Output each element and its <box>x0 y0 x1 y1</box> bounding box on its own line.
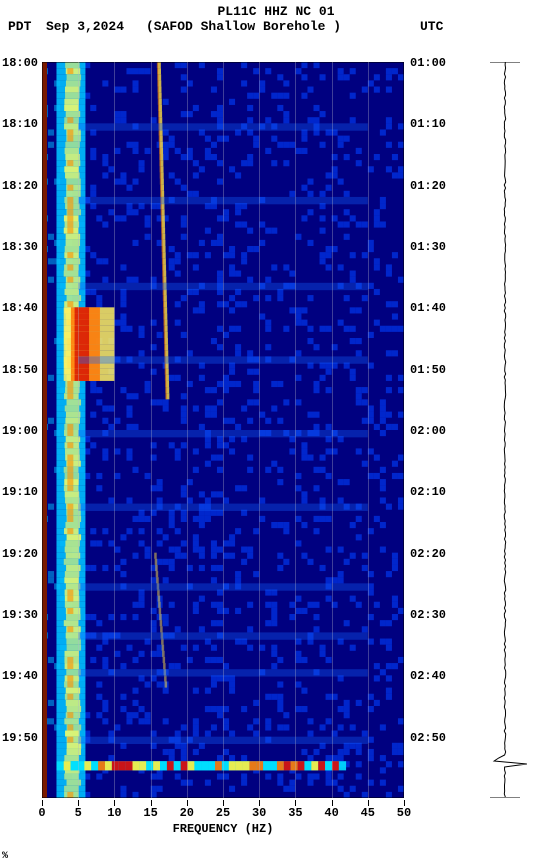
y-tick-right: 01:40 <box>410 301 446 315</box>
y-tick-left: 19:10 <box>2 485 38 499</box>
y-tick-right: 01:30 <box>410 240 446 254</box>
y-tick-right: 02:40 <box>410 669 446 683</box>
side-trace-svg <box>480 62 530 798</box>
gridline <box>78 62 79 798</box>
x-tick-label: 5 <box>75 806 82 820</box>
footer-mark: % <box>2 851 8 862</box>
y-tick-right: 01:00 <box>410 56 446 70</box>
x-tick-label: 50 <box>397 806 411 820</box>
x-tick-label: 20 <box>180 806 194 820</box>
y-tick-right: 02:50 <box>410 731 446 745</box>
tz-right: UTC <box>420 19 443 34</box>
y-tick-left: 19:00 <box>2 424 38 438</box>
title-line2: PDT Sep 3,2024 (SAFOD Shallow Borehole )… <box>0 19 552 35</box>
x-tick-label: 40 <box>324 806 338 820</box>
gridline <box>187 62 188 798</box>
gridline <box>295 62 296 798</box>
y-tick-left: 18:50 <box>2 363 38 377</box>
y-tick-right: 02:10 <box>410 485 446 499</box>
y-tick-left: 18:00 <box>2 56 38 70</box>
side-trace <box>480 62 530 798</box>
y-tick-left: 18:20 <box>2 179 38 193</box>
gridline <box>151 62 152 798</box>
y-tick-left: 18:10 <box>2 117 38 131</box>
x-tick-label: 25 <box>216 806 230 820</box>
y-tick-right: 02:30 <box>410 608 446 622</box>
tz-left: PDT <box>8 19 31 34</box>
station: (SAFOD Shallow Borehole ) <box>146 19 341 34</box>
x-tick-label: 35 <box>288 806 302 820</box>
date: Sep 3,2024 <box>46 19 124 34</box>
gridline <box>114 62 115 798</box>
y-tick-left: 19:50 <box>2 731 38 745</box>
y-tick-left: 18:30 <box>2 240 38 254</box>
gridline <box>259 62 260 798</box>
y-tick-right: 01:20 <box>410 179 446 193</box>
x-tick-label: 30 <box>252 806 266 820</box>
y-tick-right: 01:50 <box>410 363 446 377</box>
x-axis: FREQUENCY (HZ) 05101520253035404550 <box>42 800 404 840</box>
y-tick-right: 02:20 <box>410 547 446 561</box>
x-tick-label: 0 <box>38 806 45 820</box>
y-tick-left: 19:20 <box>2 547 38 561</box>
y-tick-left: 19:40 <box>2 669 38 683</box>
gridline <box>368 62 369 798</box>
title-line1: PL11C HHZ NC 01 <box>0 4 552 19</box>
gridline <box>332 62 333 798</box>
y-tick-right: 01:10 <box>410 117 446 131</box>
y-tick-right: 02:00 <box>410 424 446 438</box>
spectrogram-plot <box>42 62 404 798</box>
y-tick-left: 19:30 <box>2 608 38 622</box>
y-tick-left: 18:40 <box>2 301 38 315</box>
x-tick-label: 10 <box>107 806 121 820</box>
x-tick-label: 15 <box>143 806 157 820</box>
x-axis-title: FREQUENCY (HZ) <box>42 822 404 836</box>
gridline <box>223 62 224 798</box>
x-tick-label: 45 <box>361 806 375 820</box>
header: PL11C HHZ NC 01 PDT Sep 3,2024 (SAFOD Sh… <box>0 4 552 35</box>
